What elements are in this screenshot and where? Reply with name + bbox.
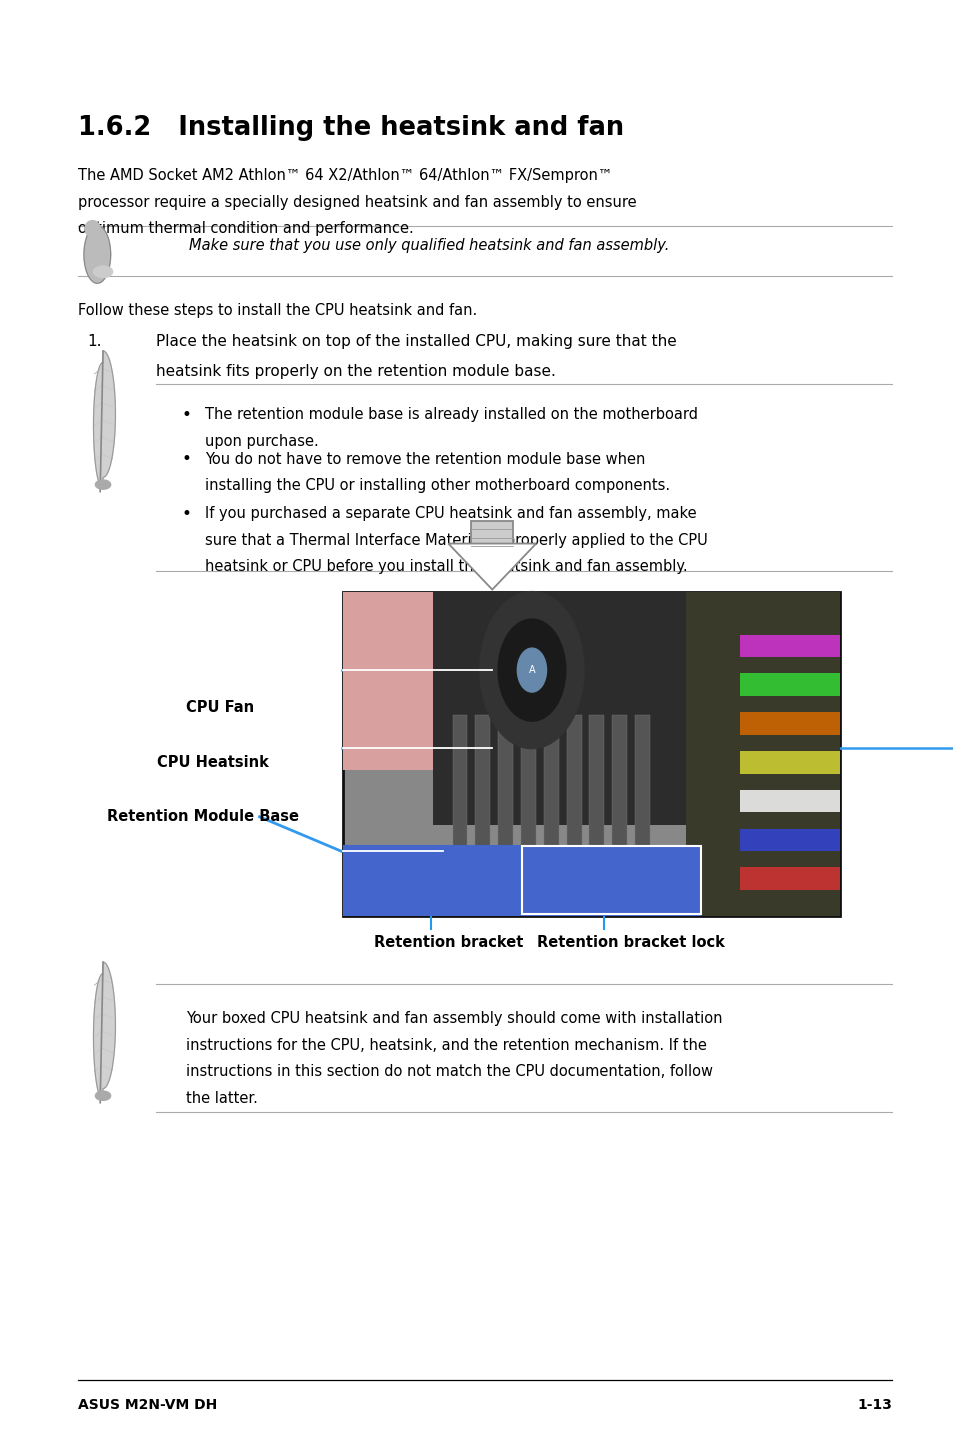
Text: •: •: [181, 450, 191, 469]
Text: instructions for the CPU, heatsink, and the retention mechanism. If the: instructions for the CPU, heatsink, and …: [186, 1038, 706, 1053]
Text: You do not have to remove the retention module base when: You do not have to remove the retention …: [205, 452, 645, 466]
Text: optimum thermal condition and performance.: optimum thermal condition and performanc…: [78, 221, 414, 236]
Bar: [543, 716, 558, 883]
Bar: [343, 592, 462, 771]
Bar: [740, 828, 839, 851]
Bar: [520, 716, 536, 883]
Polygon shape: [93, 351, 115, 489]
Polygon shape: [93, 962, 115, 1100]
Text: Retention Module Base: Retention Module Base: [107, 810, 298, 824]
Text: Your boxed CPU heatsink and fan assembly should come with installation: Your boxed CPU heatsink and fan assembly…: [186, 1011, 721, 1025]
Text: Retention bracket lock: Retention bracket lock: [537, 935, 724, 949]
Bar: [343, 846, 700, 916]
Polygon shape: [448, 544, 536, 590]
Polygon shape: [84, 226, 111, 283]
Text: CPU Heatsink: CPU Heatsink: [157, 755, 269, 769]
Bar: [612, 716, 626, 883]
Bar: [635, 716, 649, 883]
Text: Retention bracket: Retention bracket: [374, 935, 523, 949]
Circle shape: [517, 649, 546, 692]
Bar: [471, 521, 513, 546]
Text: Place the heatsink on top of the installed CPU, making sure that the: Place the heatsink on top of the install…: [155, 334, 676, 348]
Bar: [740, 712, 839, 735]
Text: heatsink or CPU before you install the heatsink and fan assembly.: heatsink or CPU before you install the h…: [205, 559, 687, 574]
Text: ASUS M2N-VM DH: ASUS M2N-VM DH: [78, 1398, 217, 1412]
Text: Follow these steps to install the CPU heatsink and fan.: Follow these steps to install the CPU he…: [78, 303, 477, 318]
Text: upon purchase.: upon purchase.: [205, 434, 318, 449]
Polygon shape: [95, 480, 111, 489]
Text: heatsink fits properly on the retention module base.: heatsink fits properly on the retention …: [155, 364, 555, 378]
Text: •: •: [181, 505, 191, 523]
Text: 1-13: 1-13: [856, 1398, 891, 1412]
Text: instructions in this section do not match the CPU documentation, follow: instructions in this section do not matc…: [186, 1064, 712, 1078]
Polygon shape: [85, 220, 100, 236]
Bar: [566, 716, 581, 883]
Text: The AMD Socket AM2 Athlon™ 64 X2/Athlon™ 64/Athlon™ FX/Sempron™: The AMD Socket AM2 Athlon™ 64 X2/Athlon™…: [78, 168, 612, 183]
Text: If you purchased a separate CPU heatsink and fan assembly, make: If you purchased a separate CPU heatsink…: [205, 506, 696, 521]
Polygon shape: [95, 1091, 111, 1100]
Polygon shape: [93, 266, 112, 278]
Text: installing the CPU or installing other motherboard components.: installing the CPU or installing other m…: [205, 477, 670, 493]
Text: the latter.: the latter.: [186, 1090, 257, 1106]
Circle shape: [479, 591, 583, 749]
Text: A: A: [528, 666, 535, 674]
Bar: [521, 847, 700, 915]
Bar: [433, 592, 690, 825]
Text: 1.: 1.: [88, 334, 102, 348]
Text: CPU Fan: CPU Fan: [186, 700, 253, 715]
Text: Make sure that you use only qualified heatsink and fan assembly.: Make sure that you use only qualified he…: [189, 239, 669, 253]
Circle shape: [497, 620, 565, 720]
Bar: [740, 867, 839, 890]
Text: 1.6.2   Installing the heatsink and fan: 1.6.2 Installing the heatsink and fan: [78, 115, 623, 141]
Bar: [740, 789, 839, 812]
Bar: [740, 634, 839, 657]
Bar: [740, 751, 839, 774]
Bar: [475, 716, 490, 883]
Bar: [589, 716, 604, 883]
Bar: [685, 592, 839, 916]
Bar: [740, 673, 839, 696]
Text: processor require a specially designed heatsink and fan assembly to ensure: processor require a specially designed h…: [78, 194, 637, 210]
Bar: [343, 592, 839, 916]
Bar: [452, 716, 467, 883]
Bar: [497, 716, 513, 883]
Text: The retention module base is already installed on the motherboard: The retention module base is already ins…: [205, 407, 698, 421]
Text: •: •: [181, 406, 191, 424]
Text: sure that a Thermal Interface Material is properly applied to the CPU: sure that a Thermal Interface Material i…: [205, 532, 707, 548]
